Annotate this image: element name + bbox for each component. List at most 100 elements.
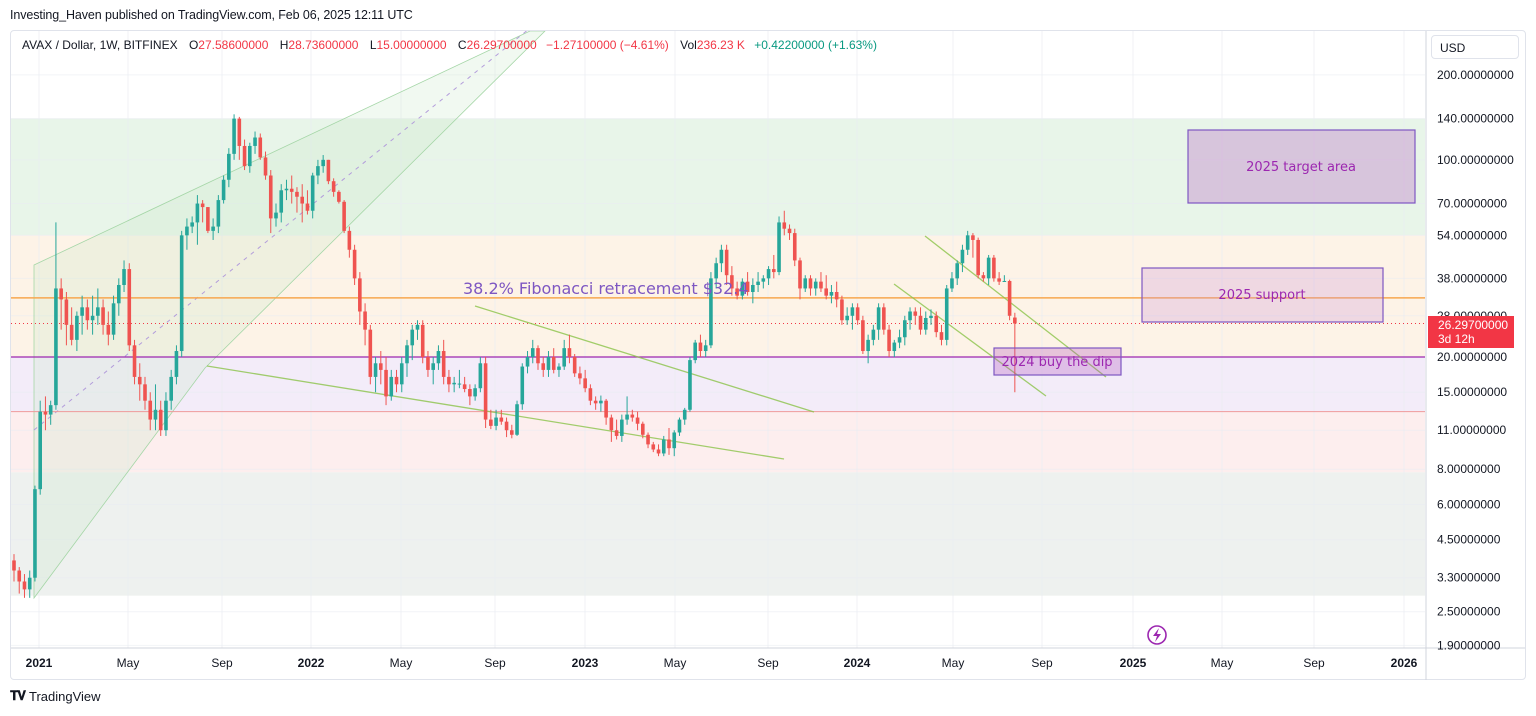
candle-body	[12, 560, 16, 571]
candle-body	[908, 311, 912, 321]
time-tick-label: 2024	[844, 656, 871, 670]
candle-body	[971, 235, 975, 240]
candle-body	[672, 432, 677, 449]
price-tick-label: 3.30000000	[1437, 571, 1501, 585]
candle-body	[551, 357, 556, 370]
channel-midline	[33, 31, 528, 431]
wedge-lower	[206, 365, 785, 460]
time-tick-label: May	[117, 656, 140, 670]
candle-body	[85, 307, 90, 321]
candle-body	[698, 342, 703, 352]
time-tick-label: Sep	[1031, 656, 1053, 670]
candle-body	[373, 363, 378, 377]
candle-body	[620, 419, 624, 436]
candle-body	[279, 190, 284, 213]
candle-body	[530, 348, 535, 357]
candle-body	[169, 376, 173, 401]
candle-body	[897, 337, 902, 343]
candle-body	[824, 288, 828, 296]
time-tick-label: Sep	[757, 656, 779, 670]
candle-body	[735, 288, 739, 296]
close-value: 26.29700000	[466, 38, 537, 52]
candle-body	[740, 281, 745, 296]
candle-body	[447, 376, 451, 385]
price-tick-label: 15.00000000	[1437, 385, 1507, 399]
candle-body	[934, 315, 939, 333]
candle-body	[232, 118, 236, 154]
candle-body	[410, 329, 415, 346]
currency-button[interactable]: USD	[1431, 35, 1519, 59]
candle-body	[300, 196, 304, 204]
candle-body	[316, 166, 320, 176]
candle-body	[792, 233, 797, 261]
candle-body	[368, 329, 373, 377]
fib-retracement-label: 38.2% Fibonacci retracement $32.4	[463, 279, 749, 298]
candle-body	[483, 363, 488, 420]
candle-body	[248, 145, 252, 167]
time-tick-label: Sep	[484, 656, 506, 670]
candle-body	[745, 281, 750, 292]
candle-body	[787, 228, 792, 234]
volume-label: Vol	[680, 38, 697, 52]
candle-body	[1002, 280, 1007, 282]
candle-body	[462, 384, 467, 390]
candle-body	[677, 419, 682, 433]
candle-body	[153, 409, 158, 420]
lightning-event-icon[interactable]	[1147, 625, 1167, 645]
candle-body	[567, 348, 572, 357]
price-tick-label: 140.00000000	[1437, 112, 1514, 126]
candle-body	[960, 249, 965, 264]
candle-body	[426, 357, 430, 370]
symbol-title[interactable]: AVAX / Dollar, 1W, BITFINEX	[22, 38, 178, 52]
candle-body	[583, 378, 587, 389]
candle-body	[661, 439, 666, 454]
candle-body	[80, 307, 84, 316]
brand-name: TradingView	[29, 688, 101, 704]
channel-2024-upper	[924, 235, 1107, 378]
candle-body	[572, 357, 577, 374]
chart-frame[interactable]	[10, 30, 1526, 680]
lightning-bolt	[1153, 628, 1161, 642]
candle-body	[268, 175, 273, 219]
price-tick-label: 4.50000000	[1437, 533, 1501, 547]
candle-body	[489, 419, 493, 426]
candle-body	[803, 278, 808, 289]
fib-band	[11, 472, 1425, 596]
candle-body	[913, 311, 918, 316]
candle-body	[174, 351, 179, 377]
candle-body	[682, 409, 687, 420]
publish-line: Investing_Haven published on TradingView…	[10, 8, 413, 22]
candle-body	[190, 222, 194, 227]
candle-body	[127, 269, 132, 346]
target-area-box	[1187, 129, 1416, 204]
candle-body	[253, 137, 257, 146]
candle-body	[394, 376, 399, 385]
candle-body	[593, 400, 598, 404]
bar-countdown: 3d 12h	[1438, 332, 1475, 346]
candle-body	[635, 417, 640, 424]
candle-body	[939, 332, 944, 340]
candle-body	[719, 249, 724, 264]
candle-body	[499, 417, 504, 422]
candle-body	[1013, 317, 1017, 324]
candle-body	[892, 342, 897, 352]
candle-body	[164, 400, 168, 431]
candle-body	[578, 373, 582, 379]
candle-body	[625, 414, 629, 420]
low-label: L	[369, 38, 377, 52]
candle-body	[950, 278, 954, 289]
candle-body	[976, 239, 980, 276]
candle-body	[352, 249, 357, 279]
candle-body	[751, 284, 755, 292]
time-tick-label: Sep	[211, 656, 233, 670]
candle-body	[75, 315, 79, 340]
candle-body	[436, 351, 441, 364]
candle-body	[478, 363, 483, 389]
candle-body	[724, 249, 729, 276]
candle-body	[132, 345, 137, 377]
candle-body	[457, 383, 462, 385]
candle-body	[431, 363, 435, 370]
candle-body	[331, 181, 336, 192]
footer-brand: 𝐓𝐕 TradingView	[10, 688, 101, 704]
